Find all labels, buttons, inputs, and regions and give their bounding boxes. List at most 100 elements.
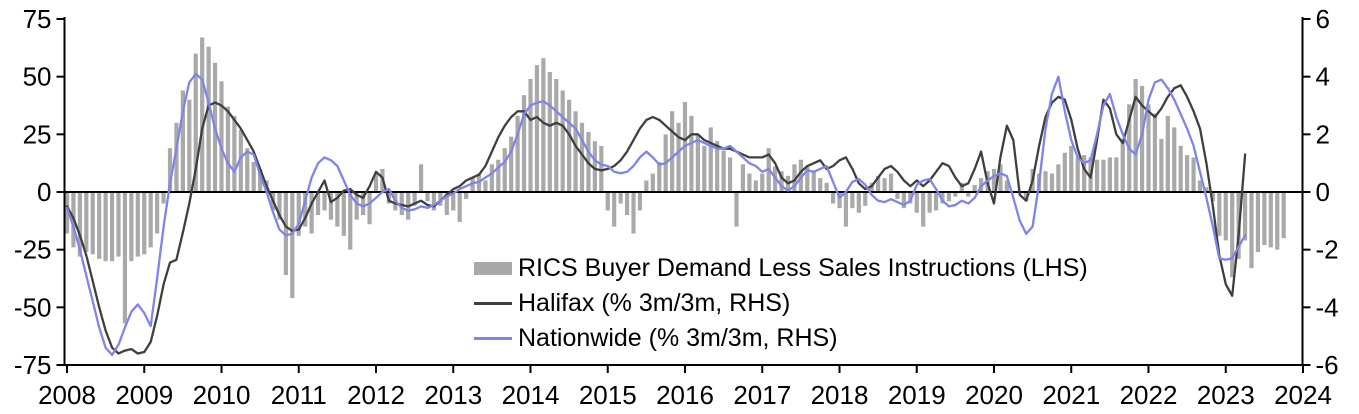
bar <box>1133 78 1138 192</box>
bar <box>122 192 128 324</box>
bar <box>1139 85 1145 192</box>
bar <box>341 192 346 236</box>
legend-item-nationwide: Nationwide (% 3m/3m, RHS) <box>474 321 1088 356</box>
bar <box>876 175 881 192</box>
bar <box>1204 187 1209 192</box>
right-axis-tick-label: 6 <box>1316 4 1330 34</box>
axes: 75 50 25 0 -25 -50 -75 6 4 2 0 -2 -4 -6 2008 2009 2010 20… <box>14 4 1339 410</box>
bar <box>238 129 243 192</box>
bar <box>818 178 823 192</box>
bar <box>650 173 655 192</box>
bar <box>431 192 437 211</box>
bar <box>599 145 604 192</box>
bar <box>1255 192 1261 252</box>
x-axis-tick-label: 2016 <box>656 380 714 410</box>
legend-bar-swatch <box>474 262 512 275</box>
x-axis-tick-label: 2009 <box>115 380 173 410</box>
bar <box>148 192 153 248</box>
bar <box>708 127 713 192</box>
legend: RICS Buyer Demand Less Sales Instruction… <box>474 251 1088 356</box>
bar <box>174 122 179 192</box>
right-axis-tick-label: -4 <box>1316 292 1339 322</box>
bar <box>1159 138 1164 192</box>
x-axis-tick-label: 2019 <box>888 380 946 410</box>
bar <box>798 159 803 192</box>
bar <box>1075 157 1080 192</box>
bar <box>567 99 572 192</box>
left-axis-tick-label: 0 <box>37 177 51 207</box>
x-axis-tick-label: 2024 <box>1274 380 1332 410</box>
bar <box>547 72 552 192</box>
bar <box>483 180 488 192</box>
bar <box>573 111 578 192</box>
bar <box>1004 180 1009 192</box>
x-axis-tick-label: 2018 <box>811 380 869 410</box>
bar <box>1268 192 1273 248</box>
bar <box>322 192 327 211</box>
bar <box>592 141 597 192</box>
bar <box>953 192 958 197</box>
bar <box>64 192 70 234</box>
bar <box>959 182 964 192</box>
bar <box>354 192 359 220</box>
bar <box>830 192 836 204</box>
bar <box>863 192 868 206</box>
bar <box>290 192 295 299</box>
bar <box>509 136 514 192</box>
x-axis-tick-label: 2008 <box>38 380 96 410</box>
bar <box>747 173 752 192</box>
bar <box>554 78 559 192</box>
bar <box>927 192 932 213</box>
bar <box>1191 157 1196 192</box>
legend-item-rics: RICS Buyer Demand Less Sales Instruction… <box>474 251 1088 286</box>
right-axis-tick-label: -2 <box>1316 235 1339 265</box>
bar <box>670 111 675 192</box>
bar <box>135 192 140 257</box>
x-axis-tick-label: 2017 <box>733 380 791 410</box>
bar <box>109 192 115 262</box>
bar <box>882 178 887 192</box>
bar <box>367 192 372 225</box>
bar <box>425 192 430 202</box>
bar <box>1069 145 1074 192</box>
bar <box>77 192 82 257</box>
bar <box>373 173 379 192</box>
left-axis-tick-label: -50 <box>14 292 52 322</box>
left-axis-tick-label: -25 <box>14 235 52 265</box>
right-axis-tick-label: -6 <box>1316 350 1339 380</box>
bar <box>206 46 211 193</box>
bar <box>1152 113 1158 192</box>
bar <box>361 192 366 216</box>
bar <box>689 115 694 192</box>
bar <box>657 162 662 192</box>
bar <box>496 159 501 192</box>
bar <box>856 192 861 213</box>
bar <box>811 171 816 192</box>
bar <box>245 148 250 192</box>
bar <box>740 164 746 192</box>
x-axis-tick-label: 2023 <box>1197 380 1255 410</box>
x-axis-tick-label: 2013 <box>424 380 482 410</box>
bar <box>579 122 585 192</box>
bar <box>309 192 314 234</box>
legend-nationwide-line-swatch <box>474 337 512 340</box>
x-axis-tick-label: 2012 <box>347 380 405 410</box>
x-axis-tick-label: 2010 <box>193 380 251 410</box>
left-axis-tick-label: 50 <box>23 62 52 92</box>
bar <box>97 192 102 259</box>
bar <box>193 53 198 192</box>
bar <box>1281 192 1286 239</box>
bar <box>155 192 160 234</box>
bar <box>451 192 456 211</box>
bar <box>348 192 353 250</box>
bar <box>335 192 340 227</box>
nationwide-line <box>65 72 1247 357</box>
bar <box>528 78 533 192</box>
bar <box>90 192 95 255</box>
bar <box>837 192 842 209</box>
bar <box>296 192 301 236</box>
bar <box>129 192 134 262</box>
bar <box>850 192 855 209</box>
bar <box>116 192 121 257</box>
